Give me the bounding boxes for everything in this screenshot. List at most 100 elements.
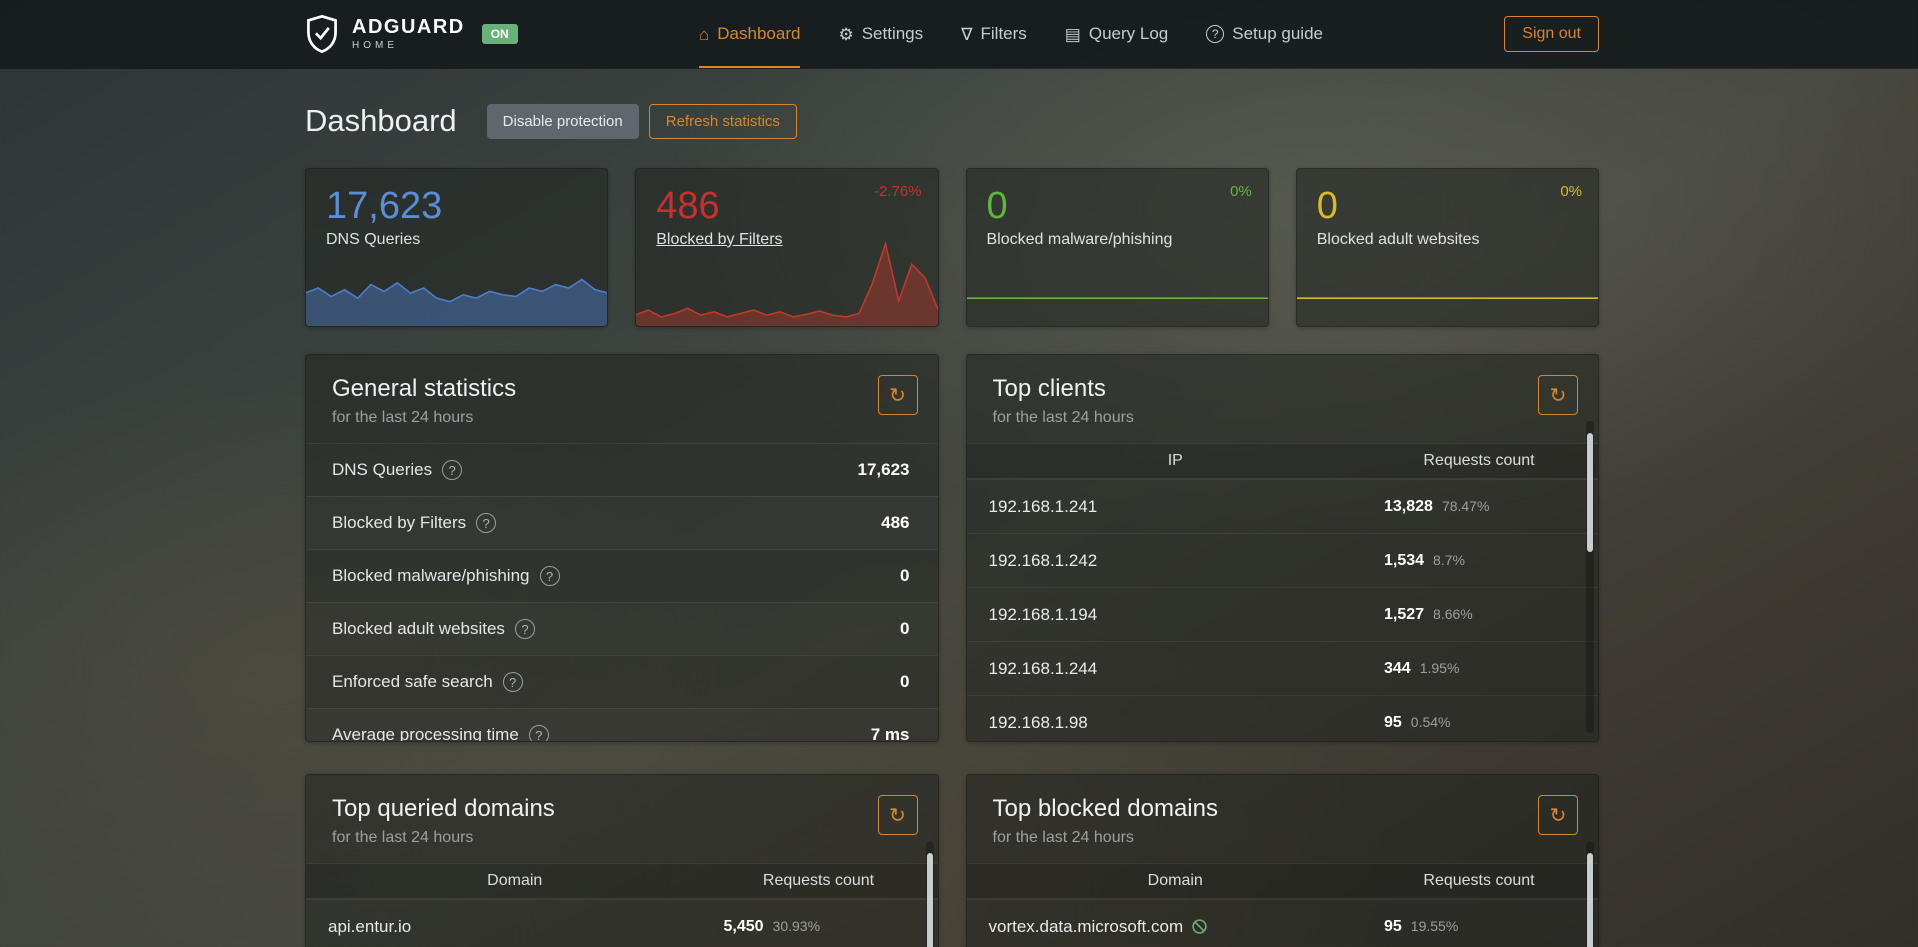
- stat-row-value: 7 ms: [870, 725, 910, 742]
- sparkline-chart: [306, 227, 608, 326]
- stat-row: Enforced safe search? 0: [306, 655, 938, 708]
- help-icon[interactable]: ?: [514, 619, 535, 639]
- top-blocked-domains-panel: Top blocked domains for the last 24 hour…: [965, 774, 1599, 947]
- table-header: Domain Requests count: [966, 863, 1598, 899]
- domain-name[interactable]: api.entur.io: [328, 916, 412, 936]
- request-percent: 19.55%: [1410, 917, 1459, 934]
- scrollbar-thumb[interactable]: [1587, 433, 1593, 552]
- request-count: 1,534: [1384, 551, 1425, 569]
- nav-item-filters[interactable]: ∇ Filters: [961, 0, 1027, 68]
- request-count: 5,450: [723, 917, 764, 935]
- panel-title: Top clients: [992, 375, 1106, 402]
- table-row: 192.168.1.194 1,527 8.66%: [966, 587, 1598, 641]
- stat-percent: -2.76%: [873, 183, 922, 200]
- refresh-button[interactable]: ↻: [877, 375, 918, 415]
- nav-item-setup-guide[interactable]: ? Setup guide: [1206, 0, 1323, 68]
- nav-item-query-log[interactable]: ▤ Query Log: [1065, 0, 1168, 68]
- refresh-icon: ↻: [889, 384, 906, 407]
- panel-subtitle: for the last 24 hours: [992, 409, 1134, 426]
- stat-row: Blocked malware/phishing? 0: [306, 549, 938, 602]
- request-percent: 8.66%: [1433, 605, 1473, 622]
- stat-card-dns-queries: 17,623 DNS Queries: [305, 168, 609, 327]
- funnel-icon: ∇: [961, 24, 973, 44]
- stat-row: Blocked adult websites? 0: [306, 602, 938, 655]
- table-row: api.entur.io 5,450 30.93%: [306, 899, 938, 947]
- help-icon[interactable]: ?: [502, 672, 523, 692]
- scrollbar-thumb[interactable]: [926, 853, 933, 947]
- help-icon[interactable]: ?: [539, 566, 560, 586]
- request-percent: 8.7%: [1433, 551, 1465, 568]
- refresh-button[interactable]: ↻: [1538, 795, 1578, 835]
- stat-label-link[interactable]: Blocked by Filters: [656, 230, 783, 248]
- disable-protection-button[interactable]: Disable protection: [486, 103, 639, 139]
- nav-item-dashboard[interactable]: ⌂ Dashboard: [699, 0, 801, 68]
- request-count: 95: [1384, 917, 1402, 935]
- stat-percent: 0%: [1230, 183, 1252, 200]
- shield-logo-icon: [305, 15, 339, 53]
- request-count: 344: [1384, 659, 1411, 677]
- refresh-button[interactable]: ↻: [877, 795, 918, 835]
- help-icon[interactable]: ?: [442, 460, 463, 480]
- table-row: 192.168.1.98 95 0.54%: [966, 695, 1598, 741]
- scrollbar-thumb[interactable]: [1587, 853, 1593, 947]
- sign-out-button[interactable]: Sign out: [1504, 16, 1599, 52]
- question-icon: ?: [1206, 25, 1225, 43]
- table-row: 192.168.1.242 1,534 8.7%: [966, 533, 1598, 587]
- stat-cards-row: 17,623 DNS Queries 486 Blocked by Filter…: [305, 168, 1599, 327]
- client-ip[interactable]: 192.168.1.194: [988, 604, 1098, 624]
- request-count: 95: [1384, 713, 1402, 731]
- stat-card-blocked-malware: 0 Blocked malware/phishing 0%: [965, 168, 1269, 327]
- nav-label: Dashboard: [717, 24, 801, 43]
- request-percent: 78.47%: [1441, 497, 1490, 514]
- gear-icon: ⚙: [838, 24, 854, 44]
- stat-label: Blocked adult websites: [1316, 230, 1480, 248]
- client-ip[interactable]: 192.168.1.98: [988, 712, 1088, 732]
- help-icon[interactable]: ?: [476, 513, 497, 533]
- stat-percent: 0%: [1560, 183, 1582, 200]
- scrollbar-track[interactable]: [1586, 841, 1594, 947]
- client-ip[interactable]: 192.168.1.244: [988, 658, 1098, 678]
- stat-row-label: Blocked adult websites: [332, 619, 505, 638]
- stat-value: 486: [656, 185, 720, 227]
- protection-status-badge: ON: [481, 24, 518, 44]
- column-header-requests: Requests count: [1423, 872, 1535, 889]
- sparkline-chart: [1296, 227, 1599, 327]
- request-count: 13,828: [1384, 497, 1433, 515]
- stat-value: 17,623: [326, 185, 443, 227]
- stat-row: DNS Queries? 17,623: [306, 443, 938, 496]
- stat-row-value: 0: [900, 619, 910, 638]
- nav-item-settings[interactable]: ⚙ Settings: [838, 0, 923, 68]
- scrollbar-track[interactable]: [925, 841, 934, 947]
- stat-row-label: DNS Queries: [332, 460, 433, 479]
- top-clients-panel: Top clients for the last 24 hours ↻ IP R…: [965, 354, 1599, 742]
- client-ip[interactable]: 192.168.1.241: [988, 496, 1098, 516]
- nav-label: Filters: [980, 24, 1027, 43]
- refresh-icon: ↻: [1549, 804, 1567, 827]
- request-percent: 1.95%: [1419, 659, 1460, 676]
- brand-sub: HOME: [352, 40, 398, 51]
- stat-row-label: Blocked by Filters: [332, 513, 467, 532]
- panel-subtitle: for the last 24 hours: [992, 829, 1134, 846]
- adguard-home-logo[interactable]: ADGUARD HOME ON: [305, 15, 518, 53]
- nav-label: Settings: [861, 24, 924, 43]
- stat-row-value: 486: [881, 513, 910, 532]
- panel-title: General statistics: [332, 375, 517, 402]
- client-ip[interactable]: 192.168.1.242: [988, 550, 1098, 570]
- stat-row-label: Enforced safe search: [332, 672, 493, 691]
- blocked-icon: [1191, 918, 1208, 935]
- table-row: vortex.data.microsoft.com 95 19.55%: [966, 899, 1598, 947]
- brand-name: ADGUARD: [352, 16, 465, 38]
- table-row: 192.168.1.244 344 1.95%: [966, 641, 1598, 695]
- scrollbar-track[interactable]: [1586, 421, 1594, 733]
- panel-title: Top queried domains: [332, 795, 555, 822]
- refresh-statistics-button[interactable]: Refresh statistics: [648, 103, 797, 139]
- sparkline-chart: [966, 227, 1269, 327]
- stat-row-value: 0: [900, 672, 910, 691]
- refresh-button[interactable]: ↻: [1538, 375, 1578, 415]
- nav-label: Query Log: [1088, 24, 1169, 43]
- domain-name[interactable]: vortex.data.microsoft.com: [988, 916, 1184, 936]
- home-icon: ⌂: [699, 24, 710, 44]
- top-queried-domains-panel: Top queried domains for the last 24 hour…: [305, 774, 939, 947]
- stat-row-label: Average processing time: [332, 725, 519, 742]
- help-icon[interactable]: ?: [528, 725, 549, 741]
